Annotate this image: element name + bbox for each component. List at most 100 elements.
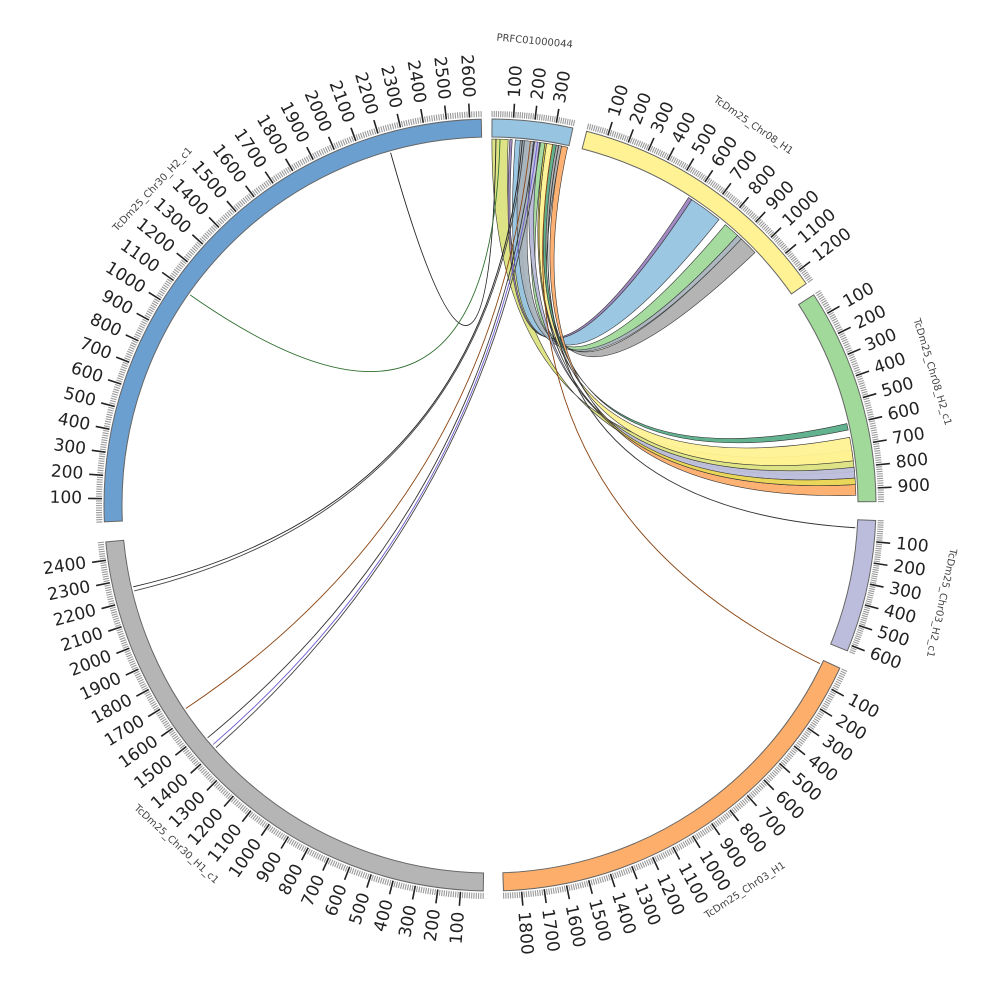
- tick-label: 100: [49, 488, 82, 509]
- minor-tick: [674, 845, 679, 852]
- minor-tick: [864, 402, 871, 405]
- minor-tick: [140, 685, 147, 689]
- minor-tick: [275, 830, 280, 836]
- minor-tick: [752, 214, 757, 220]
- minor-tick: [738, 802, 743, 808]
- link-chr03h2: [547, 145, 856, 529]
- minor-tick: [859, 622, 866, 626]
- major-tick: [543, 889, 547, 904]
- minor-tick: [253, 188, 259, 195]
- minor-tick: [257, 818, 263, 825]
- minor-tick: [852, 641, 859, 645]
- minor-tick: [868, 589, 875, 593]
- minor-tick: [133, 670, 140, 675]
- minor-tick: [136, 676, 143, 681]
- major-tick: [738, 196, 750, 209]
- minor-tick: [98, 462, 105, 465]
- tick-label: 400: [56, 409, 92, 435]
- minor-tick: [545, 115, 548, 122]
- minor-tick: [874, 554, 881, 556]
- minor-tick: [384, 878, 387, 885]
- major-tick: [877, 486, 892, 489]
- major-tick: [647, 137, 655, 152]
- minor-tick: [800, 736, 807, 742]
- minor-tick: [114, 621, 121, 625]
- minor-tick: [780, 244, 787, 249]
- minor-tick: [545, 888, 548, 895]
- tick-label: 2300: [376, 64, 405, 111]
- minor-tick: [747, 210, 753, 216]
- minor-tick: [111, 395, 118, 399]
- link-chr30h1-1450a: [207, 141, 535, 739]
- minor-tick: [125, 651, 132, 656]
- minor-tick: [863, 399, 871, 403]
- minor-tick: [248, 193, 253, 199]
- minor-tick: [418, 886, 421, 893]
- minor-tick: [755, 787, 761, 793]
- minor-tick: [101, 436, 108, 439]
- minor-tick: [532, 113, 535, 120]
- minor-tick: [801, 734, 808, 740]
- minor-tick: [851, 362, 858, 366]
- minor-tick: [277, 172, 282, 179]
- major-tick: [746, 794, 758, 807]
- minor-tick: [373, 875, 377, 882]
- major-tick: [100, 402, 115, 408]
- ribbon-gold: [537, 142, 856, 486]
- major-tick: [101, 604, 116, 610]
- minor-tick: [297, 160, 302, 167]
- minor-tick: [680, 842, 685, 849]
- minor-tick: [865, 404, 872, 407]
- minor-tick: [554, 887, 557, 894]
- minor-tick: [155, 710, 162, 715]
- minor-tick: [653, 147, 658, 154]
- minor-tick: [248, 811, 254, 818]
- minor-tick: [389, 123, 392, 130]
- minor-tick: [100, 566, 108, 569]
- tick-label: 200: [421, 908, 445, 943]
- minor-tick: [415, 886, 419, 893]
- minor-tick: [406, 884, 410, 891]
- minor-tick: [120, 366, 127, 370]
- minor-tick: [621, 134, 625, 141]
- major-tick: [435, 889, 439, 904]
- minor-tick: [624, 868, 629, 875]
- minor-tick: [660, 853, 665, 859]
- minor-tick: [690, 836, 695, 843]
- minor-tick: [194, 243, 201, 249]
- minor-tick: [251, 190, 257, 196]
- minor-tick: [664, 851, 669, 857]
- minor-tick: [813, 718, 820, 723]
- minor-tick: [127, 350, 133, 355]
- minor-tick: [117, 632, 124, 636]
- minor-tick: [867, 594, 874, 597]
- minor-tick: [160, 718, 167, 723]
- minor-tick: [740, 800, 745, 807]
- minor-tick: [357, 133, 361, 140]
- minor-tick: [834, 324, 841, 328]
- minor-tick: [693, 169, 698, 176]
- minor-tick: [836, 678, 843, 683]
- minor-tick: [876, 539, 883, 541]
- minor-tick: [117, 630, 124, 634]
- tick-label: 100: [505, 65, 527, 99]
- minor-tick: [108, 602, 115, 605]
- minor-tick: [414, 118, 417, 125]
- major-tick: [721, 182, 732, 195]
- minor-tick: [870, 579, 877, 582]
- major-tick: [411, 885, 417, 900]
- minor-tick: [377, 876, 381, 883]
- minor-tick: [766, 228, 772, 234]
- minor-tick: [538, 114, 541, 121]
- major-tick: [847, 348, 861, 356]
- minor-tick: [152, 704, 159, 709]
- minor-tick: [256, 817, 261, 823]
- minor-tick: [662, 852, 667, 858]
- major-tick: [458, 891, 462, 906]
- minor-tick: [441, 889, 443, 897]
- minor-tick: [309, 849, 313, 856]
- minor-tick: [745, 208, 751, 214]
- minor-tick: [607, 874, 611, 881]
- minor-tick: [859, 384, 866, 388]
- minor-tick: [116, 377, 123, 381]
